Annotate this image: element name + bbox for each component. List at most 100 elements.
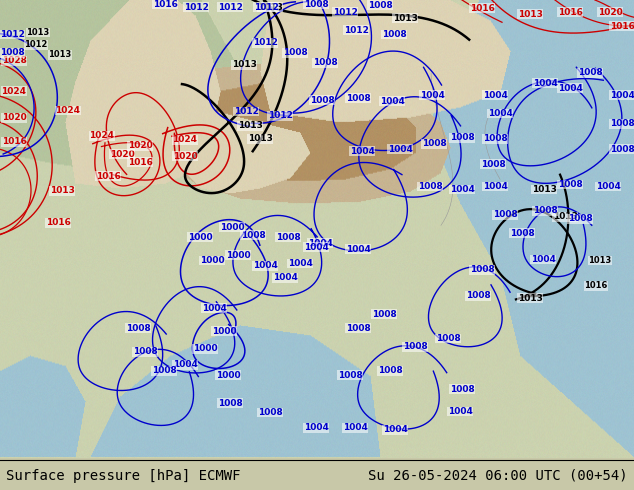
Text: 1000: 1000 — [216, 370, 240, 380]
Text: 1012: 1012 — [233, 107, 259, 116]
Text: 1008: 1008 — [481, 160, 505, 169]
Text: 1012: 1012 — [344, 26, 368, 35]
Text: 1008: 1008 — [338, 370, 363, 380]
Text: 1008: 1008 — [418, 182, 443, 191]
Text: 1004: 1004 — [349, 147, 375, 155]
Text: 1008: 1008 — [309, 96, 334, 105]
Text: 1012: 1012 — [24, 40, 48, 49]
Text: 1008: 1008 — [533, 206, 557, 215]
Text: 1012: 1012 — [217, 2, 242, 12]
Text: 1004: 1004 — [172, 361, 197, 369]
Text: 1008: 1008 — [558, 180, 583, 189]
Text: 1008: 1008 — [217, 399, 242, 408]
Text: 1004: 1004 — [557, 84, 583, 93]
Text: 1000: 1000 — [212, 327, 236, 336]
Text: 1013: 1013 — [553, 212, 578, 221]
Text: 1000: 1000 — [188, 233, 212, 242]
Text: 1004: 1004 — [482, 91, 507, 100]
Text: 1008: 1008 — [372, 310, 396, 318]
Text: 1012: 1012 — [254, 2, 278, 12]
Text: 1008: 1008 — [382, 30, 406, 39]
Text: 1013: 1013 — [49, 186, 74, 195]
Text: 1008: 1008 — [610, 119, 634, 128]
Text: 1000: 1000 — [200, 256, 224, 265]
Text: 1008: 1008 — [241, 231, 266, 240]
Text: 1012: 1012 — [333, 8, 358, 17]
Text: 1016: 1016 — [153, 0, 178, 8]
Text: 1008: 1008 — [313, 58, 337, 67]
Text: 1004: 1004 — [380, 97, 404, 106]
Text: 1020: 1020 — [598, 8, 623, 17]
Text: 1016: 1016 — [585, 281, 607, 291]
Text: 1004: 1004 — [252, 261, 278, 270]
Text: 1000: 1000 — [220, 222, 244, 232]
Text: 1004: 1004 — [346, 245, 370, 254]
Text: 1012: 1012 — [252, 38, 278, 47]
Text: 1008: 1008 — [450, 385, 474, 394]
Text: 1008: 1008 — [510, 229, 534, 238]
Text: Su 26-05-2024 06:00 UTC (00+54): Su 26-05-2024 06:00 UTC (00+54) — [368, 468, 628, 483]
Text: 1013: 1013 — [231, 60, 256, 70]
Text: 1008: 1008 — [378, 367, 403, 375]
Text: 1016: 1016 — [127, 158, 152, 167]
Text: 1016: 1016 — [470, 3, 495, 13]
Text: 1013: 1013 — [247, 134, 273, 144]
Text: 1004: 1004 — [288, 259, 313, 268]
Text: 1013: 1013 — [238, 121, 262, 130]
Text: 1004: 1004 — [482, 182, 507, 191]
Text: 1008: 1008 — [465, 292, 490, 300]
Text: 1008: 1008 — [368, 0, 392, 10]
Text: 1008: 1008 — [0, 48, 24, 57]
Text: 1016: 1016 — [96, 172, 120, 181]
Text: 1008: 1008 — [610, 145, 634, 153]
Text: 1008: 1008 — [493, 210, 517, 220]
Text: 1013: 1013 — [517, 10, 543, 19]
Text: 1004: 1004 — [448, 407, 472, 416]
Text: 1004: 1004 — [342, 423, 368, 432]
Text: 1008: 1008 — [133, 347, 157, 356]
Text: 1016: 1016 — [1, 137, 27, 147]
Text: Surface pressure [hPa] ECMWF: Surface pressure [hPa] ECMWF — [6, 468, 241, 483]
Text: 1013: 1013 — [257, 2, 282, 12]
Text: 1008: 1008 — [567, 215, 592, 223]
Text: 1013: 1013 — [27, 28, 49, 37]
Text: 1004: 1004 — [307, 239, 332, 248]
Text: 1004: 1004 — [533, 78, 557, 88]
Text: 1012: 1012 — [268, 111, 292, 120]
Text: 1004: 1004 — [387, 145, 413, 153]
Text: 1024: 1024 — [1, 87, 27, 96]
Text: 1000: 1000 — [193, 344, 217, 353]
Text: 1008: 1008 — [422, 140, 446, 148]
Text: 1008: 1008 — [152, 367, 176, 375]
Text: 1008: 1008 — [470, 265, 495, 274]
Text: 1008: 1008 — [346, 324, 370, 333]
Text: 1020: 1020 — [127, 142, 152, 150]
Text: 1004: 1004 — [382, 425, 408, 434]
Text: 1008: 1008 — [482, 134, 507, 144]
Text: 1013: 1013 — [48, 50, 72, 59]
Text: 1000: 1000 — [226, 251, 250, 260]
Text: 1013: 1013 — [588, 256, 612, 265]
Text: 1008: 1008 — [403, 342, 427, 351]
Text: 1004: 1004 — [531, 255, 555, 264]
Text: 1004: 1004 — [609, 91, 634, 100]
Text: 1024: 1024 — [172, 135, 198, 145]
Text: 1008: 1008 — [276, 233, 301, 242]
Text: 1020: 1020 — [2, 113, 27, 122]
Text: 1016: 1016 — [557, 8, 583, 17]
Text: 1004: 1004 — [595, 182, 621, 191]
Text: 1008: 1008 — [578, 69, 602, 77]
Text: 1024: 1024 — [56, 106, 81, 115]
Text: 1008: 1008 — [436, 334, 460, 343]
Text: 1004: 1004 — [202, 304, 226, 313]
Text: 1008: 1008 — [450, 133, 474, 143]
Text: 1004: 1004 — [450, 185, 474, 194]
Text: 1028: 1028 — [1, 56, 27, 65]
Text: 1008: 1008 — [283, 48, 307, 57]
Text: 1020: 1020 — [172, 151, 197, 161]
Text: 1004: 1004 — [420, 91, 444, 100]
Text: 1013: 1013 — [517, 294, 543, 302]
Text: 1008: 1008 — [126, 324, 150, 333]
Text: 1016: 1016 — [46, 219, 70, 227]
Text: 1013: 1013 — [392, 14, 417, 23]
